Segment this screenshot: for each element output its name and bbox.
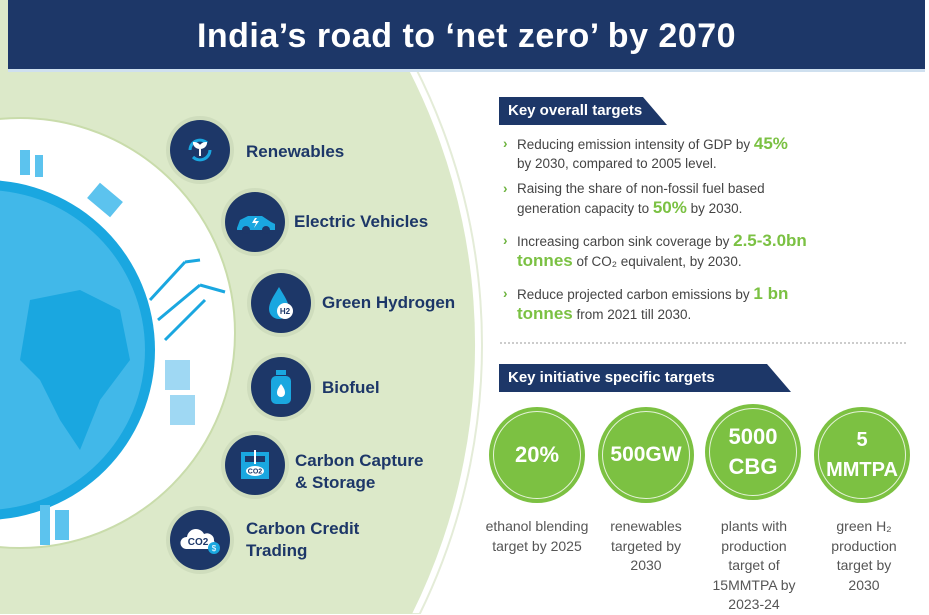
co2-storage-icon: CO2 [225,435,285,495]
overall-targets-heading: Key overall targets [499,97,667,125]
chevron-right-icon: › [503,286,508,301]
target-circle-renewables: 500GW [598,407,694,503]
overall-target-item: › Reduce projected carbon emissions by 1 … [503,284,789,323]
page-title: India’s road to ‘net zero’ by 2070 [8,0,925,72]
electric-car-icon [225,192,285,252]
chevron-right-icon: › [503,136,508,151]
initiative-green-hydrogen: Green Hydrogen [322,293,456,312]
hydrogen-drop-icon: H2 [251,273,311,333]
specific-targets-heading: Key initiative specific targets [499,364,791,392]
target-label: ethanol blending target by 2025 [485,518,589,554]
initiative-renewables: Renewables [246,142,345,161]
overall-target-item: › Increasing carbon sink coverage by 2.5-… [503,231,807,270]
chevron-right-icon: › [503,233,508,248]
target-label: green H₂ production target by 2030 [831,518,897,593]
renewable-plant-icon [170,120,230,180]
svg-text:$: $ [212,544,217,553]
initiative-electric-vehicles: Electric Vehicles [294,212,429,231]
overall-target-item: › Raising the share of non-fossil fuel ba… [503,181,765,217]
target-circle-cbg: 5000 CBG [705,404,801,500]
svg-text:CO2: CO2 [248,469,263,476]
label-line: Carbon Credit [246,519,360,538]
target-circle-ethanol: 20% [489,407,585,503]
initiative-carbon-credit: Carbon Credit Trading [246,518,359,562]
label-line: Carbon Capture [295,451,424,470]
co2-cloud-dollar-icon: CO2 $ [170,510,230,570]
target-circle-hydrogen: 5 MMTPA [814,407,910,503]
svg-text:H2: H2 [280,307,291,316]
target-label: renewables targeted by 2030 [610,518,682,573]
globe-icon [0,150,226,545]
initiative-carbon-capture: Carbon Capture & Storage [295,450,423,494]
label-line: Trading [246,541,308,560]
divider [500,342,906,344]
target-label: plants with production target of 15MMTPA… [712,518,796,612]
chevron-right-icon: › [503,181,508,196]
overall-target-item: › Reducing emission intensity of GDP by 4… [503,134,788,171]
initiative-biofuel: Biofuel [322,378,380,397]
label-line: & Storage [295,473,376,492]
svg-text:CO2: CO2 [188,537,209,548]
gas-cylinder-flame-icon [251,357,311,417]
